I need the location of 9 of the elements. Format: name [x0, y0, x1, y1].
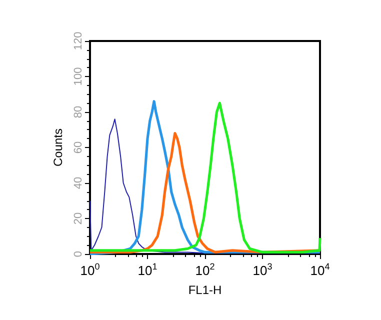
y-tick-label: 0 [72, 250, 84, 258]
y-tick-label: 100 [72, 67, 84, 86]
y-axis-title: Counts [51, 128, 65, 167]
y-tick-label: 20 [72, 212, 84, 225]
y-tick-label: 80 [72, 106, 84, 118]
y-tick-label: 120 [72, 32, 84, 50]
y-tick-label: 60 [72, 141, 84, 154]
x-axis-title: FL1-H [188, 283, 222, 297]
y-tick-label: 40 [72, 176, 84, 190]
